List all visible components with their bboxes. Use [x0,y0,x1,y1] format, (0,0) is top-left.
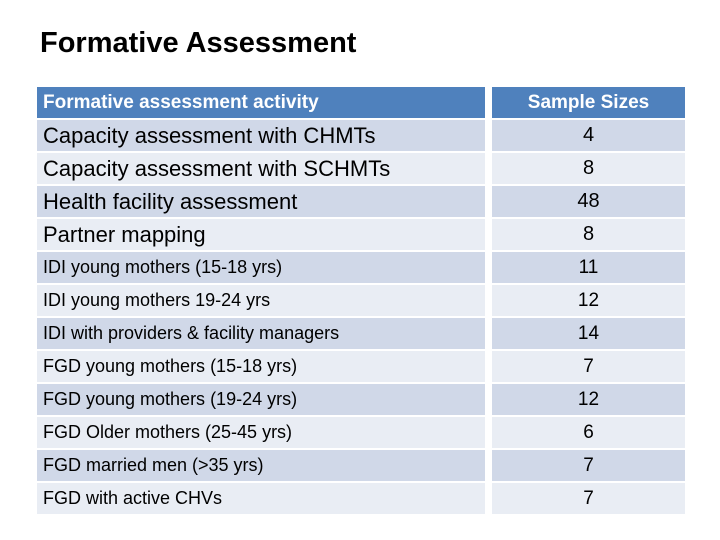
activity-cell: Health facility assessment [37,186,485,217]
sample-size-cell: 7 [492,483,685,514]
page-title: Formative Assessment [40,27,357,59]
sample-size-cell: 12 [492,384,685,415]
column-header-sample-sizes: Sample Sizes [492,87,685,118]
activity-cell: IDI with providers & facility managers [37,318,485,349]
sample-size-cell: 8 [492,153,685,184]
activity-cell: IDI young mothers (15-18 yrs) [37,252,485,283]
sample-size-cell: 48 [492,186,685,217]
column-header-activity: Formative assessment activity [37,87,485,118]
activity-cell: FGD young mothers (19-24 yrs) [37,384,485,415]
sample-size-cell: 6 [492,417,685,448]
activity-cell: Capacity assessment with CHMTs [37,120,485,151]
activity-cell: Capacity assessment with SCHMTs [37,153,485,184]
activity-cell: Partner mapping [37,219,485,250]
activity-cell: FGD young mothers (15-18 yrs) [37,351,485,382]
sample-size-cell: 4 [492,120,685,151]
activity-cell: FGD married men (>35 yrs) [37,450,485,481]
sample-size-cell: 7 [492,351,685,382]
sample-size-cell: 12 [492,285,685,316]
activity-cell: FGD with active CHVs [37,483,485,514]
sample-size-cell: 8 [492,219,685,250]
sample-size-cell: 14 [492,318,685,349]
assessment-table: Formative assessment activity Sample Siz… [37,87,685,514]
activity-cell: IDI young mothers 19-24 yrs [37,285,485,316]
sample-size-cell: 11 [492,252,685,283]
activity-cell: FGD Older mothers (25-45 yrs) [37,417,485,448]
sample-size-cell: 7 [492,450,685,481]
